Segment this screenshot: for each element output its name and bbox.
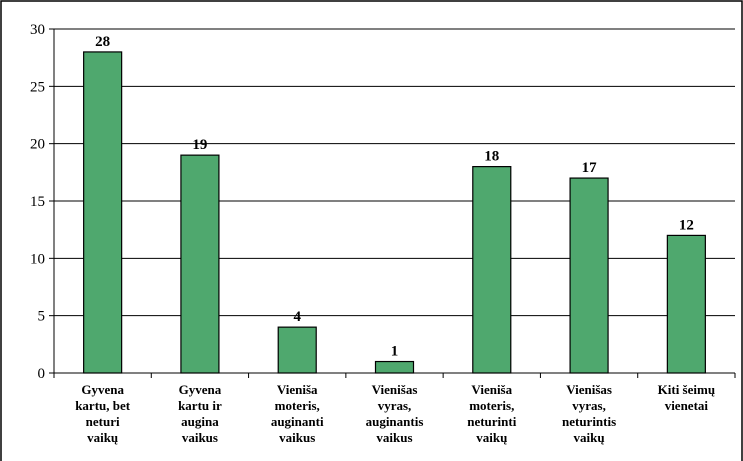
category-label-line: kartu, bet: [75, 398, 131, 413]
data-label: 19: [192, 137, 207, 153]
data-label: 4: [293, 309, 301, 325]
ytick-label: 20: [30, 137, 45, 153]
category-label: Gyvena kartu ir augina vaikus: [178, 382, 222, 445]
bar-6: [569, 177, 609, 374]
category-label-line: neturinti: [467, 414, 517, 429]
category-label-line: vaikų: [574, 430, 605, 445]
category-label: Vieniša moteris, neturinti vaikų: [467, 382, 517, 445]
category-label-line: vienetai: [665, 398, 709, 413]
bar-3: [277, 326, 317, 374]
category-label-line: vaikų: [87, 430, 118, 445]
category-label-line: Vieniša: [471, 382, 512, 397]
category-label-line: auginantis: [366, 414, 424, 429]
category-label-line: vyras,: [378, 398, 412, 413]
category-label-line: Gyvena: [81, 382, 124, 397]
category-label-line: vyras,: [572, 398, 606, 413]
category-label-line: neturi: [86, 414, 120, 429]
category-label-line: Vienišas: [566, 382, 612, 397]
data-label: 17: [582, 160, 598, 176]
category-label-line: vaikus: [279, 430, 315, 445]
category-label-line: auginanti: [271, 414, 324, 429]
data-label: 12: [679, 217, 694, 233]
category-label-line: moteris,: [275, 398, 320, 413]
category-label-line: moteris,: [469, 398, 514, 413]
bar-2: [180, 154, 220, 374]
category-label-line: Vieniša: [277, 382, 318, 397]
category-label-line: Kiti šeimų: [658, 382, 715, 397]
bars: [83, 51, 706, 374]
ytick-label: 25: [30, 79, 45, 95]
ytick-label: 10: [30, 251, 45, 267]
category-label-line: neturintis: [562, 414, 616, 429]
category-label-line: vaikus: [182, 430, 218, 445]
category-label-line: vaikus: [376, 430, 412, 445]
category-label: Vienišas vyras, auginantis vaikus: [366, 382, 424, 445]
category-label: Vieniša moteris, auginanti vaikus: [271, 382, 324, 445]
y-axis-ticks: 0 5 10 15 20 25 30: [30, 22, 736, 382]
ytick-label: 30: [30, 22, 45, 38]
category-label-line: augina: [181, 414, 219, 429]
ytick-label: 15: [30, 194, 45, 210]
bar-1: [83, 51, 123, 374]
ytick-label: 0: [38, 366, 46, 382]
bar-5: [472, 166, 512, 374]
category-label-line: Gyvena: [179, 382, 222, 397]
bar-7: [666, 234, 706, 374]
ytick-label: 5: [38, 309, 46, 325]
data-label: 18: [484, 149, 499, 165]
data-label: 28: [95, 34, 110, 50]
data-label: 1: [391, 344, 399, 360]
data-labels: 28 19 4 1 18 17 12: [95, 34, 694, 360]
category-label: Gyvena kartu, bet neturi vaikų: [75, 382, 131, 445]
category-label-line: kartu ir: [178, 398, 222, 413]
bar-4: [374, 360, 415, 374]
category-label-line: vaikų: [476, 430, 507, 445]
category-label: Vienišas vyras, neturintis vaikų: [562, 382, 616, 445]
category-label-line: Vienišas: [372, 382, 418, 397]
category-label: Kiti šeimų vienetai: [658, 382, 715, 413]
